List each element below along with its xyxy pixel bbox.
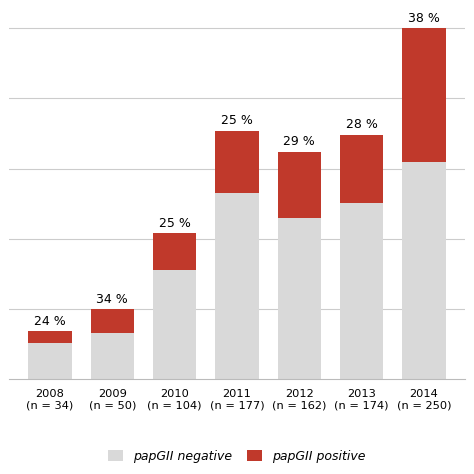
Bar bbox=[215, 193, 259, 379]
Legend: papGII negative, papGII positive: papGII negative, papGII positive bbox=[103, 445, 371, 468]
Bar bbox=[153, 270, 197, 379]
Bar bbox=[153, 233, 197, 270]
Bar bbox=[91, 333, 134, 379]
Text: 29 %: 29 % bbox=[283, 135, 315, 148]
Bar bbox=[28, 343, 72, 379]
Bar bbox=[402, 28, 446, 162]
Bar bbox=[91, 309, 134, 333]
Bar bbox=[277, 218, 321, 379]
Bar bbox=[277, 152, 321, 218]
Bar bbox=[402, 162, 446, 379]
Bar bbox=[28, 331, 72, 343]
Text: 25 %: 25 % bbox=[221, 114, 253, 127]
Text: 38 %: 38 % bbox=[408, 12, 440, 25]
Bar bbox=[340, 135, 383, 203]
Text: 28 %: 28 % bbox=[346, 118, 378, 131]
Bar bbox=[215, 131, 259, 193]
Text: 24 %: 24 % bbox=[34, 315, 66, 328]
Bar bbox=[340, 203, 383, 379]
Text: 34 %: 34 % bbox=[96, 292, 128, 306]
Text: 25 %: 25 % bbox=[159, 217, 191, 230]
